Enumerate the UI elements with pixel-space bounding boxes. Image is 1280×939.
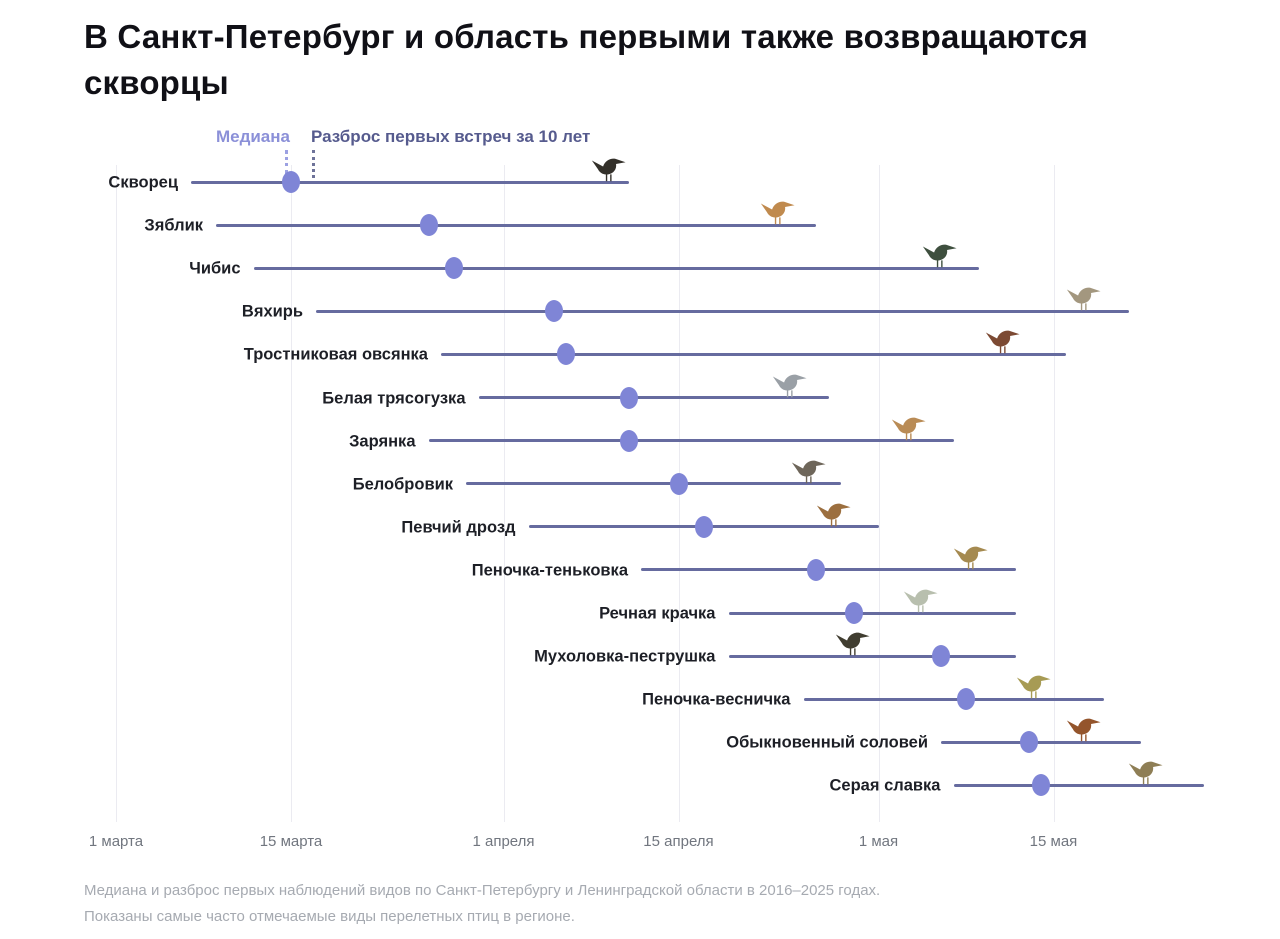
x-axis-tick-label: 15 мая [1029,833,1078,850]
range-line [803,697,1104,701]
median-dot [419,214,438,237]
bird-icon [903,586,941,616]
bird-name-label: Зяблик [144,216,203,235]
median-dot [544,300,563,323]
gridline [116,165,117,822]
range-line [641,568,1016,572]
bird-icon [891,414,929,444]
bird-name-label: Чибис [189,259,241,278]
bird-name-label: Пеночка-теньковка [471,561,628,580]
footer-note-line2: Показаны самые часто отмечаемые виды пер… [84,907,575,925]
legend-median-pointer-line [285,150,288,174]
bird-icon [1128,758,1166,788]
median-dot [807,558,825,581]
legend-range-label: Разброс первых встреч за 10 лет [311,127,591,146]
range-line [728,654,1016,658]
median-dot [619,429,638,452]
bird-icon [1016,672,1054,702]
bird-icon [1066,284,1104,314]
median-dot [1019,731,1038,754]
x-axis-tick-label: 1 мая [858,833,899,850]
median-dot [282,171,300,193]
range-line [216,223,816,227]
footer-note-line1: Медиана и разброс первых наблюдений видо… [84,882,881,899]
bird-name-label: Белобровик [352,475,453,494]
gridline [503,165,505,822]
bird-icon [922,241,960,271]
bird-icon [816,500,854,530]
bird-name-label: Обыкновенный соловей [726,733,928,752]
bird-icon [772,371,810,401]
gridline [291,165,292,822]
median-dot [694,515,713,538]
bird-name-label: Тростниковая овсянка [243,345,428,364]
chart-title: В Санкт-Петербург и область первыми такж… [84,18,1089,101]
range-line [953,783,1204,787]
range-line [728,611,1016,615]
range-line [316,309,1129,313]
median-dot [1032,774,1050,797]
bird-name-label: Серая славка [829,776,941,795]
bird-name-label: Скворец [108,173,178,192]
median-dot [957,688,975,711]
bird-icon [953,543,991,573]
legend-range-pointer-line [312,150,315,178]
median-dot [932,645,950,668]
range-line [191,180,629,184]
median-dot [619,386,638,409]
x-axis-tick-label: 15 апреля [643,833,714,850]
x-axis-tick-label: 1 апреля [472,833,535,850]
range-line [253,266,979,270]
footer-note: Медиана и разброс первых наблюдений видо… [84,878,880,930]
range-line [441,352,1066,356]
bird-name-label: Мухоловка-пеструшка [534,647,716,666]
bird-icon [835,629,873,659]
range-line [428,439,954,443]
x-axis-tick-label: 15 марта [259,833,323,850]
x-axis-tick-label: 1 марта [88,833,144,850]
median-dot [444,257,463,280]
gridline [1053,165,1055,822]
bird-icon [985,327,1023,357]
bird-name-label: Певчий дрозд [401,518,516,537]
legend-median-label: Медиана [215,127,290,146]
bird-name-label: Белая трясогузка [322,389,466,407]
bird-name-label: Зарянка [349,432,416,451]
bird-name-label: Вяхирь [241,302,303,321]
range-line [466,482,841,486]
bird-icon [1066,715,1104,745]
bird-icon [591,155,629,185]
bird-icon [791,457,829,487]
median-dot [669,472,688,495]
bird-name-label: Пеночка-весничка [642,690,791,709]
gridline [878,165,880,822]
median-dot [844,602,863,624]
bird-icon [760,198,798,228]
range-line [941,740,1141,744]
range-line [478,396,829,399]
median-dot [557,343,575,366]
bird-name-label: Речная крачка [599,604,716,623]
